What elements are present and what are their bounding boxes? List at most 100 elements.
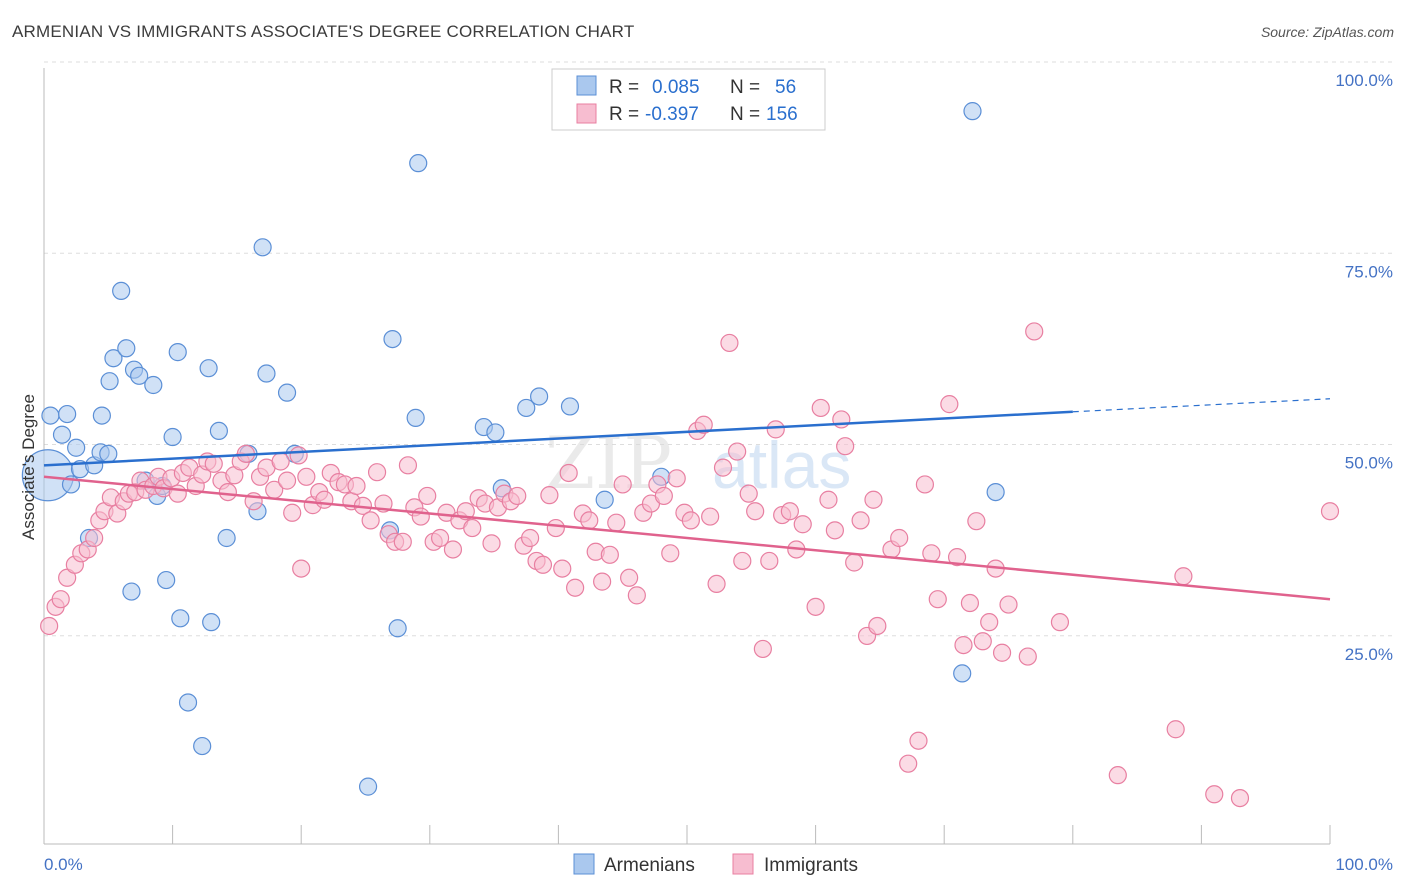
immigrant-point [928,590,947,609]
immigrant-point [753,639,772,659]
immigrant-point [85,528,104,548]
immigrant-point [283,503,302,522]
immigrant-point [667,469,686,488]
armenian-point [130,366,149,385]
armenians-trend-extension [1072,398,1331,413]
armenian-point [560,397,580,416]
immigrant-point [701,507,720,526]
stats-legend: R = 0.085 N = 56 R = -0.397 N = 156 [551,68,826,131]
immigrant-point [607,513,626,532]
armenian-point [595,490,614,509]
immigrant-point [508,486,527,506]
immigrant-point [915,475,935,494]
immigrant-point [707,574,726,594]
immigrant-point [580,511,599,530]
immigrant-point [540,486,559,505]
immigrant-point [600,545,619,564]
immigrant-point [825,521,844,540]
armenian-point [41,406,60,425]
armenian-point [58,404,77,424]
immigrant-point [960,593,980,613]
immigrant-point [1320,502,1340,521]
immigrant-point [553,559,572,578]
immigrant-point [713,458,733,477]
watermark-atlas: atlas [712,428,851,502]
immigrant-point [793,515,812,534]
watermark: ZIP atlas [545,421,851,505]
armenian-point [112,281,131,301]
immigrant-point [980,613,999,632]
armenian-point [193,736,212,756]
immigrant-point [739,484,758,503]
immigrant-point [218,483,237,502]
immigrant-point [411,507,430,526]
armenian-point [171,609,190,628]
armenian-point [953,664,972,683]
armenian-point [117,339,136,358]
y-tick-label: 25.0% [1345,645,1393,664]
immigrant-point [947,548,967,567]
armenian-point [52,425,72,444]
legend-swatch-armenians [576,75,597,96]
immigrant-point [819,490,838,509]
immigrant-point [1230,788,1250,808]
immigrants-points [40,322,1340,808]
legend-n-value-immigrants: 156 [766,104,798,125]
immigrant-point [661,544,680,563]
immigrant-point [546,518,565,538]
y-axis-title: Associate's Degree [19,394,38,540]
immigrant-point [593,572,612,591]
armenian-point [67,438,86,457]
immigrant-point [613,475,632,494]
immigrant-point [851,511,870,530]
immigrant-point [463,518,482,538]
immigrant-point [836,437,855,456]
armenian-point [99,444,118,463]
immigrant-point [627,586,646,605]
immigrant-point [760,551,779,571]
armenian-point [157,570,176,590]
armenian-point [383,330,402,349]
immigrant-point [654,486,673,506]
trend-lines [43,398,1331,601]
immigrant-point [277,471,297,490]
immigrant-point [922,544,941,563]
bottom-legend-label-armenians: Armenians [604,855,695,876]
immigrant-point [766,420,785,439]
immigrant-point [940,395,959,414]
series-legend: Armenians Immigrants [573,853,858,876]
armenian-point [388,619,407,638]
armenian-point [986,483,1005,502]
immigrant-point [1174,567,1193,586]
x-tick-label-max: 100.0% [1335,855,1393,874]
immigrant-point [533,555,553,574]
armenian-point [358,777,378,796]
armenian-point [168,343,187,362]
armenian-point [209,421,228,440]
bottom-legend-swatch-armenians [573,853,595,875]
immigrant-point [694,415,713,434]
legend-r-label-2: R = [609,104,639,125]
y-tick-label: 50.0% [1345,454,1393,473]
immigrant-point [271,452,290,471]
immigrant-point [720,333,739,353]
armenian-point [104,349,123,368]
immigrant-point [1050,613,1070,632]
immigrant-point [1018,647,1037,666]
armenian-point [257,364,276,383]
legend-n-label-2: N = [730,104,760,125]
armenian-point [409,154,428,173]
immigrant-point [482,534,501,553]
legend-r-label-1: R = [609,77,639,98]
legend-n-value-armenians: 56 [775,77,796,98]
armenian-point [253,238,272,257]
armenian-point [122,582,141,601]
legend-r-value-immigrants: -0.397 [645,104,699,125]
immigrant-point [973,632,992,651]
grid-layer: 100.0% 75.0% 50.0% 25.0% [44,61,1393,664]
immigrant-point [347,476,366,496]
armenian-point [202,613,221,632]
immigrant-point [1166,720,1185,739]
armenian-point [517,398,536,418]
